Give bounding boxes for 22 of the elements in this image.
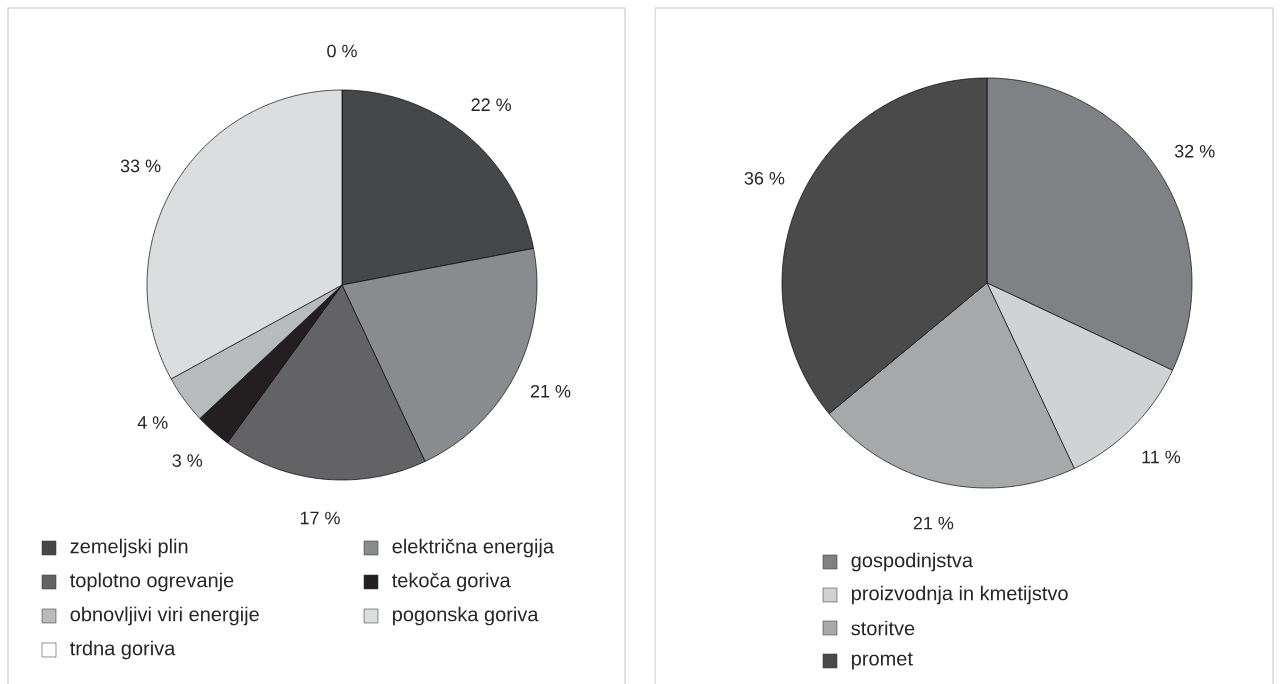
legend-label: promet [852,652,913,670]
data-label: 36 % [744,171,785,185]
legend-label: gospodinjstva [851,552,973,572]
legend-label: električna energija [392,538,554,558]
legend-label: obnovljivi viri energije [70,606,259,626]
data-label: 17 % [300,511,340,525]
legend-label: toplotno ogrevanje [70,572,234,592]
data-label: 21 % [913,516,954,530]
data-label: 4 % [137,416,168,429]
text: 0 % [327,44,357,58]
data-label: 33 % [120,159,161,173]
legend-label: storitve [851,620,915,636]
legend-label: zemeljski plin [70,538,188,558]
legend-label: trdna goriva [70,640,176,660]
legend-label: tekoča goriva [392,572,511,592]
data-label: 21 % [530,384,571,398]
data-label: 22 % [471,98,512,112]
data-label: 3 % [172,454,203,467]
legend-label: proizvodnja in kmetijstvo [852,585,1068,605]
legend-label: pogonska goriva [393,606,539,626]
data-label: 11 % [1142,450,1181,464]
data-label: 32 % [1174,144,1215,158]
